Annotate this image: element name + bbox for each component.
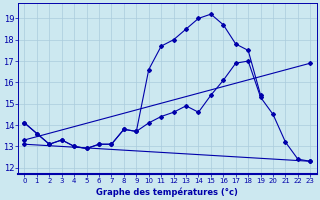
X-axis label: Graphe des températures (°c): Graphe des températures (°c) [96, 187, 238, 197]
